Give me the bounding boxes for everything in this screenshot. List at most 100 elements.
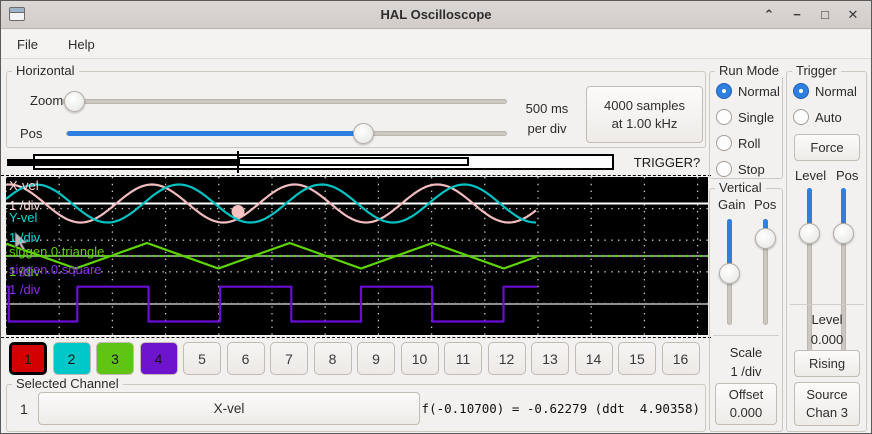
- trigger-mode-option-auto[interactable]: Auto: [793, 104, 857, 130]
- run-mode-option-single[interactable]: Single: [716, 104, 780, 130]
- channel-button-12[interactable]: 12: [487, 342, 526, 375]
- close-button[interactable]: ✕: [847, 7, 859, 22]
- trigger-group-label: Trigger: [792, 63, 841, 78]
- vertical-separator: [713, 335, 779, 336]
- channel-button-13[interactable]: 13: [531, 342, 569, 375]
- selected-channel-name-button[interactable]: X-vel: [38, 392, 420, 425]
- scope-bottom-dashed-border: [1, 337, 711, 338]
- channel-button-10[interactable]: 10: [400, 342, 439, 375]
- run-mode-radio-label: Normal: [738, 83, 780, 99]
- channel-button-2[interactable]: 2: [52, 342, 91, 375]
- channel-button-3[interactable]: 3: [96, 342, 134, 375]
- window-title: HAL Oscilloscope: [380, 7, 492, 22]
- run-mode-radio-label: Single: [738, 109, 775, 125]
- channel-button-14[interactable]: 14: [574, 342, 613, 375]
- trigger-mode-option-normal[interactable]: Normal: [793, 78, 857, 104]
- trigger-mode-radio-normal[interactable]: [793, 83, 809, 99]
- gain-slider-handle[interactable]: [719, 263, 740, 284]
- menu-file[interactable]: File: [17, 36, 38, 52]
- run-mode-radio-stop[interactable]: [716, 161, 732, 177]
- scope-canvas: [5, 177, 708, 335]
- trigger-source-button[interactable]: Source Chan 3: [794, 382, 860, 426]
- run-mode-option-stop[interactable]: Stop: [716, 156, 780, 182]
- trigger-mode-options: Normal Auto: [793, 78, 857, 130]
- channel-button-16[interactable]: 16: [661, 342, 700, 375]
- horizontal-group: Horizontal Zoom Pos 500 ms per div 4000 …: [6, 63, 706, 148]
- channel-button-8[interactable]: 8: [313, 342, 352, 375]
- scope-channel-label: Y-vel: [9, 210, 38, 225]
- shade-button[interactable]: ⌃: [763, 7, 775, 22]
- channel-button-9[interactable]: 9: [357, 342, 395, 375]
- run-mode-radio-label: Roll: [738, 135, 761, 151]
- horizontal-pos-slider-handle[interactable]: [353, 123, 374, 144]
- trigger-level-slider-handle[interactable]: [799, 223, 820, 244]
- trace-triangle: [5, 241, 538, 270]
- horizontal-group-label: Horizontal: [12, 63, 79, 78]
- scope-channel-label: siggen.0.square: [9, 262, 102, 277]
- menu-help[interactable]: Help: [67, 36, 95, 52]
- scope-channel-label: siggen.0.triangle: [9, 244, 105, 259]
- channel-button-1[interactable]: 1: [9, 342, 47, 375]
- trigger-source-value: Chan 3: [806, 405, 848, 420]
- pos-slider-label: Pos: [20, 126, 43, 141]
- probe-marker-dot: [231, 205, 245, 218]
- channel-readout: f(-0.10700) = -0.62279 (ddt 4.90358): [421, 400, 700, 416]
- trigger-edge-button[interactable]: Rising: [794, 350, 860, 377]
- scope-top-dashed-border: [1, 175, 711, 176]
- trigger-level-caption: Level: [811, 312, 843, 327]
- run-mode-radio-normal[interactable]: [716, 83, 732, 99]
- run-mode-radio-single[interactable]: [716, 109, 732, 125]
- trigger-level-value: 0.000: [810, 332, 844, 347]
- window-icon: [9, 7, 25, 21]
- zoom-slider[interactable]: [62, 99, 507, 104]
- scope-channel-label: 1 /div: [9, 230, 41, 245]
- trigger-mode-radio-auto[interactable]: [793, 109, 809, 125]
- mouse-cursor-icon: [14, 231, 28, 252]
- scale-caption: Scale: [729, 345, 763, 360]
- title-bar[interactable]: HAL Oscilloscope ⌃ − □ ✕: [1, 1, 871, 29]
- channel-button-6[interactable]: 6: [226, 342, 265, 375]
- trigger-pos-slider-fill: [841, 188, 846, 234]
- gain-slider-fill: [727, 219, 732, 274]
- record-bar-posttrigger: [238, 157, 469, 166]
- selected-channel-number: 1: [20, 401, 28, 417]
- record-bar-pretrigger: [7, 159, 238, 166]
- vertical-group-label: Vertical: [715, 180, 766, 195]
- force-button[interactable]: Force: [794, 134, 860, 161]
- channel-button-4[interactable]: 4: [139, 342, 178, 375]
- minimize-button[interactable]: −: [793, 7, 801, 22]
- maximize-button[interactable]: □: [821, 7, 829, 22]
- menu-bar: File Help: [1, 30, 871, 59]
- samples-button[interactable]: 4000 samples at 1.00 kHz: [586, 86, 703, 143]
- trace-square: [6, 285, 537, 323]
- offset-button[interactable]: Offset 0.000: [715, 383, 777, 425]
- samples-rate: at 1.00 kHz: [611, 115, 678, 131]
- zoom-slider-label: Zoom: [30, 93, 64, 108]
- selected-channel-group: Selected Channel 1 X-vel f(-0.10700) = -…: [6, 376, 706, 432]
- trigger-pos-slider-handle[interactable]: [833, 223, 854, 244]
- run-mode-radio-roll[interactable]: [716, 135, 732, 151]
- run-mode-group: Run Mode Normal Single Roll Stop: [709, 63, 783, 182]
- scope-channel-label: 1 /div: [9, 264, 41, 279]
- run-mode-group-label: Run Mode: [715, 63, 783, 78]
- channel-button-15[interactable]: 15: [618, 342, 656, 375]
- run-mode-option-roll[interactable]: Roll: [716, 130, 780, 156]
- run-mode-radio-label: Stop: [738, 161, 765, 177]
- trigger-separator: [790, 304, 864, 305]
- zoom-slider-handle[interactable]: [64, 91, 85, 112]
- selected-channel-group-label: Selected Channel: [12, 376, 123, 391]
- run-mode-option-normal[interactable]: Normal: [716, 78, 780, 104]
- vertical-pos-slider-label: Pos: [754, 197, 777, 212]
- vertical-group: Vertical Gain Pos Scale 1 /div Offset 0.…: [709, 180, 783, 432]
- channel-button-5[interactable]: 5: [183, 342, 221, 375]
- time-per-div-value: 500 ms: [525, 101, 569, 116]
- trigger-mode-radio-label: Normal: [815, 83, 857, 99]
- channel-button-7[interactable]: 7: [270, 342, 308, 375]
- trigger-status-label: TRIGGER?: [633, 155, 701, 170]
- vertical-pos-slider-handle[interactable]: [755, 228, 776, 249]
- channel-button-11[interactable]: 11: [444, 342, 482, 375]
- trigger-level-slider-label: Level: [795, 168, 827, 183]
- offset-caption: Offset: [728, 387, 764, 402]
- scope-display[interactable]: X-vel 1 /div Y-vel 1 /div siggen.0.triangle 1…: [5, 177, 708, 335]
